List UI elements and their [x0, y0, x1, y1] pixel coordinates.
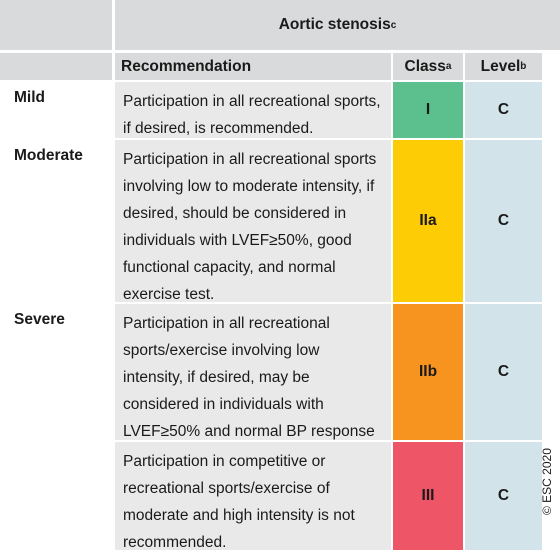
class: IIb — [393, 304, 463, 440]
recommendation: Participation in all recreational sports… — [115, 304, 391, 467]
level-text: Level — [480, 57, 521, 75]
title-note: c — [390, 19, 397, 31]
col-class: Class a — [393, 53, 463, 80]
col-level: Level b — [465, 53, 542, 80]
col-blank — [0, 53, 112, 80]
header-blank — [0, 0, 112, 50]
recommendation: Participation in all recreational sports… — [115, 82, 391, 138]
level: C — [465, 140, 542, 302]
severity: Moderate — [14, 147, 83, 164]
class-text: Class — [404, 57, 446, 75]
severity: Severe — [14, 311, 65, 328]
level: C — [465, 304, 542, 440]
class: III — [393, 442, 463, 550]
recommendation: Participation in competitive or recreati… — [115, 442, 391, 551]
severity: Mild — [14, 89, 45, 106]
class-note: a — [445, 61, 452, 72]
level: C — [465, 442, 542, 550]
copyright: © ESC 2020 — [540, 448, 554, 515]
table-title: Aortic stenosis c — [115, 0, 560, 50]
level: C — [465, 82, 542, 138]
title-text: Aortic stenosis — [278, 16, 391, 33]
recommendation: Participation in all recreational sports… — [115, 140, 391, 303]
class: I — [393, 82, 463, 138]
level-note: b — [520, 61, 527, 72]
col-recommendation: Recommendation — [115, 53, 391, 80]
class: IIa — [393, 140, 463, 302]
